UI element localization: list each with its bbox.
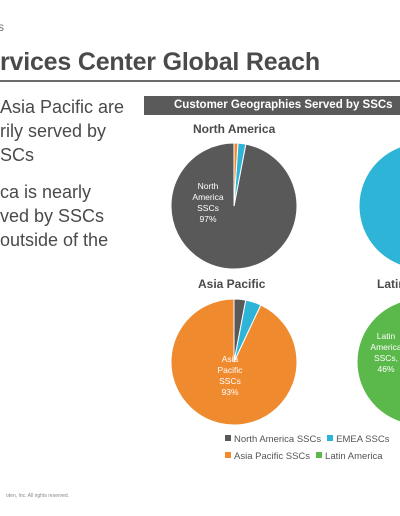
legend-row-2: Asia Pacific SSCs Latin America (225, 451, 389, 462)
bullet-text-1: Asia Pacific are rily served by SCs (0, 97, 125, 165)
pie-data-label-asia-pacific-sscs: Asia Pacific SSCs 93% (217, 354, 243, 397)
legend-label-north-america: North America SSCs (234, 434, 322, 445)
pie-latin: Latin America SSCs, 46% (356, 301, 400, 423)
legend-label-latin-america: Latin America (325, 451, 383, 462)
legend-item-north-america: North America SSCs (225, 434, 321, 445)
pie-north-america: North America SSCs 97% (170, 142, 298, 270)
legend-label-emea: EMEA SSCs (336, 434, 390, 445)
pie-slice-latin-america-sscs (356, 301, 400, 423)
legend-swatch-asia-pacific (225, 452, 231, 458)
pie-emea-partial (358, 146, 400, 266)
pie-title-latin-america: Latin (377, 277, 400, 291)
legend-swatch-latin-america (316, 452, 323, 458)
pie-slice-asia-pacific-sscs (233, 142, 239, 207)
copyright-footer: oten, Inc. All rights reserved. (6, 493, 70, 499)
pie-title-asia-pacific: Asia Pacific (198, 277, 266, 291)
legend-item-latin-america: Latin America (316, 451, 383, 462)
pie-asia-pacific: Asia Pacific SSCs 93% (170, 298, 298, 426)
page-title: rvices Center Global Reach (0, 48, 320, 76)
legend-item-emea: EMEA SSCs (327, 434, 389, 445)
legend-label-asia-pacific: Asia Pacific SSCs (234, 451, 311, 462)
pie-data-label-latin-america-sscs: Latin America SSCs, 46% (370, 331, 400, 374)
section-kicker: s (0, 20, 4, 34)
title-divider (0, 80, 400, 82)
legend-swatch-emea (327, 435, 334, 441)
legend-item-asia-pacific: Asia Pacific SSCs (225, 451, 310, 462)
chart-panel-header: Customer Geographies Served by SSCs (144, 96, 400, 115)
pie-slice-asia-pacific-sscs (170, 298, 298, 426)
bullet-text-2: ca is nearly ved by SSCs outside of the (0, 182, 109, 250)
pie-title-north-america: North America (193, 122, 276, 136)
pie-data-label-north-america-sscs: North America SSCs 97% (192, 181, 223, 224)
legend-swatch-north-america (225, 435, 231, 441)
legend-row-1: North America SSCs EMEA SSCs (225, 434, 395, 445)
